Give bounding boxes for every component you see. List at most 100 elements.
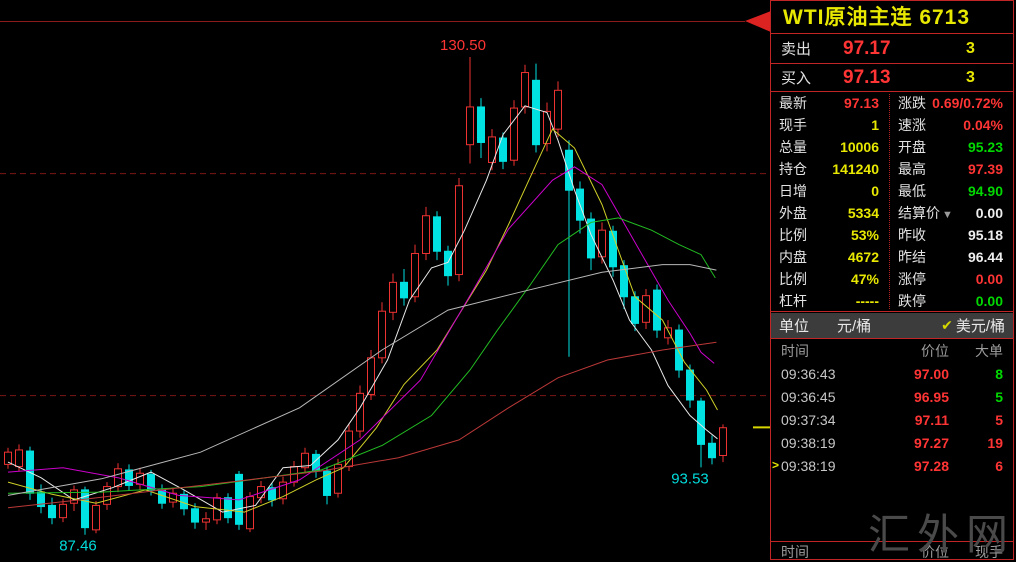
tick-size: 8 [995, 365, 1003, 382]
detail-value: 94.90 [967, 183, 1003, 199]
ma-line-MA-60 [7, 264, 717, 496]
detail-label: 涨停 [898, 271, 926, 287]
bottom-header-time: 时间 [781, 544, 809, 560]
detail-row-right: 昨收 95.18 [890, 224, 1013, 246]
detail-label: 跌停 [898, 293, 926, 309]
bottom-header-price: 价位 [921, 544, 949, 560]
tick-size: 5 [995, 388, 1003, 405]
detail-row-right[interactable]: 结算价 ▼ 0.00 [890, 202, 1013, 224]
detail-value: 0.00 [975, 205, 1003, 221]
detail-row-left: 杠杆 ----- [771, 290, 889, 312]
ma-line-MA-20 [7, 166, 715, 501]
kline-chart[interactable]: 130.50 87.46 93.53 [0, 0, 770, 562]
ask-size: 3 [966, 39, 975, 57]
detail-label: 日增 [779, 183, 807, 199]
detail-value: 4672 [847, 249, 879, 265]
detail-value: 96.44 [967, 249, 1003, 265]
column-divider [889, 94, 890, 309]
tick-row: 09:37:34 97.11 5 [771, 408, 1013, 431]
tick-row: 09:38:19 97.27 19 [771, 431, 1013, 454]
detail-label: 开盘 [898, 139, 926, 155]
tick-price: 97.28 [913, 457, 949, 474]
detail-label: 总量 [779, 139, 807, 155]
tick-time: 09:38:19 [781, 457, 836, 474]
detail-row-right: 开盘 95.23 [890, 136, 1013, 158]
tick-price: 97.00 [913, 365, 949, 382]
detail-label: 比例 [779, 227, 807, 243]
detail-value: 97.13 [843, 95, 879, 111]
detail-label: 昨收 [898, 227, 926, 243]
tick-row: 09:36:45 96.95 5 [771, 385, 1013, 408]
detail-value: ----- [855, 293, 879, 309]
detail-row-left: 外盘 5334 [771, 202, 889, 224]
detail-row-right: 速涨 0.04% [890, 114, 1013, 136]
dropdown-arrow-icon[interactable]: ▼ [942, 209, 953, 221]
price-label: 87.46 [59, 538, 97, 555]
tick-list[interactable]: 时间 价位 大单 09:36:43 97.00 8 09:36:45 96.95 5 09:… [771, 339, 1013, 542]
bottom-header-vol: 现手 [975, 544, 1003, 560]
detail-label: 杠杆 [779, 293, 807, 309]
detail-label: 最低 [898, 183, 926, 199]
detail-row-left: 比例 53% [771, 224, 889, 246]
detail-row-left: 内盘 4672 [771, 246, 889, 268]
tick-size: 5 [995, 411, 1003, 428]
detail-value: 95.23 [967, 139, 1003, 155]
ma-line-MA-slow [7, 341, 717, 509]
detail-label: 外盘 [779, 205, 807, 221]
instrument-name: WTI原油主连 [783, 6, 913, 29]
detail-row-right: 涨跌 0.69/0.72% [890, 92, 1013, 114]
detail-value: 141240 [832, 161, 879, 177]
tick-row: >09:38:19 97.28 6 [771, 454, 1013, 477]
detail-row-right: 最低 94.90 [890, 180, 1013, 202]
unit-option-usd[interactable]: ✔ 美元/桶 [941, 315, 1013, 336]
bid-row[interactable]: 买入 97.13 3 [771, 64, 1013, 92]
detail-label: 最高 [898, 161, 926, 177]
detail-label: 比例 [779, 271, 807, 287]
current-tick-arrow-icon: > [772, 458, 780, 472]
tick-time: 09:38:19 [781, 434, 836, 451]
tick-price: 96.95 [913, 388, 949, 405]
detail-label: 最新 [779, 95, 807, 111]
bid-size: 3 [966, 68, 975, 86]
detail-row-right: 涨停 0.00 [890, 268, 1013, 290]
instrument-code: 6713 [919, 6, 971, 29]
detail-row-left: 最新 97.13 [771, 92, 889, 114]
detail-value: 5334 [847, 205, 879, 221]
detail-value: 0.69/0.72% [932, 95, 1003, 111]
details-right-column: 涨跌 0.69/0.72% 速涨 0.04% 开盘 95.23 最高 97.39 最低 94.90… [890, 92, 1013, 311]
instrument-title[interactable]: WTI原油主连 6713 [771, 1, 1013, 34]
tick-header-size: 大单 [975, 342, 1003, 359]
tick-rows: 09:36:43 97.00 8 09:36:45 96.95 5 09:37:34 97.1… [771, 362, 1013, 477]
tick-header-price: 价位 [921, 342, 949, 359]
detail-row-left: 比例 47% [771, 268, 889, 290]
detail-value: 1 [871, 117, 879, 133]
price-label: 93.53 [671, 470, 709, 487]
detail-row-left: 日增 0 [771, 180, 889, 202]
detail-row-left: 总量 10006 [771, 136, 889, 158]
detail-value: 0.04% [963, 117, 1003, 133]
detail-value: 0.00 [975, 293, 1003, 309]
bid-price: 97.13 [843, 66, 891, 88]
tick-size: 6 [995, 457, 1003, 474]
ask-row[interactable]: 卖出 97.17 3 [771, 34, 1013, 64]
detail-value: 95.18 [967, 227, 1003, 243]
unit-option-cny[interactable]: 元/桶 [837, 318, 872, 335]
ma-line-MA-10 [7, 128, 718, 513]
tick-price: 97.11 [914, 411, 949, 428]
detail-label: 昨结 [898, 249, 926, 265]
detail-value: 53% [850, 227, 879, 243]
detail-row-right: 昨结 96.44 [890, 246, 1013, 268]
detail-label: 速涨 [898, 117, 926, 133]
quote-details: 最新 97.13 现手 1 总量 10006 持仓 141240 日增 0 外盘 5334 比例 53% 内… [771, 92, 1013, 312]
ask-price: 97.17 [843, 37, 891, 59]
details-left-column: 最新 97.13 现手 1 总量 10006 持仓 141240 日增 0 外盘 5334 比例 53% 内… [771, 92, 889, 311]
check-icon: ✔ [941, 317, 953, 333]
price-annotations: 130.50 87.46 93.53 [59, 37, 709, 555]
gridlines [0, 173, 769, 397]
detail-value: 10006 [840, 139, 879, 155]
detail-label: 结算价 ▼ [898, 205, 953, 221]
detail-row-left: 持仓 141240 [771, 158, 889, 180]
tick-price: 97.27 [913, 434, 949, 451]
tick-time: 09:36:45 [781, 388, 836, 405]
tick-row: 09:36:43 97.00 8 [771, 362, 1013, 385]
